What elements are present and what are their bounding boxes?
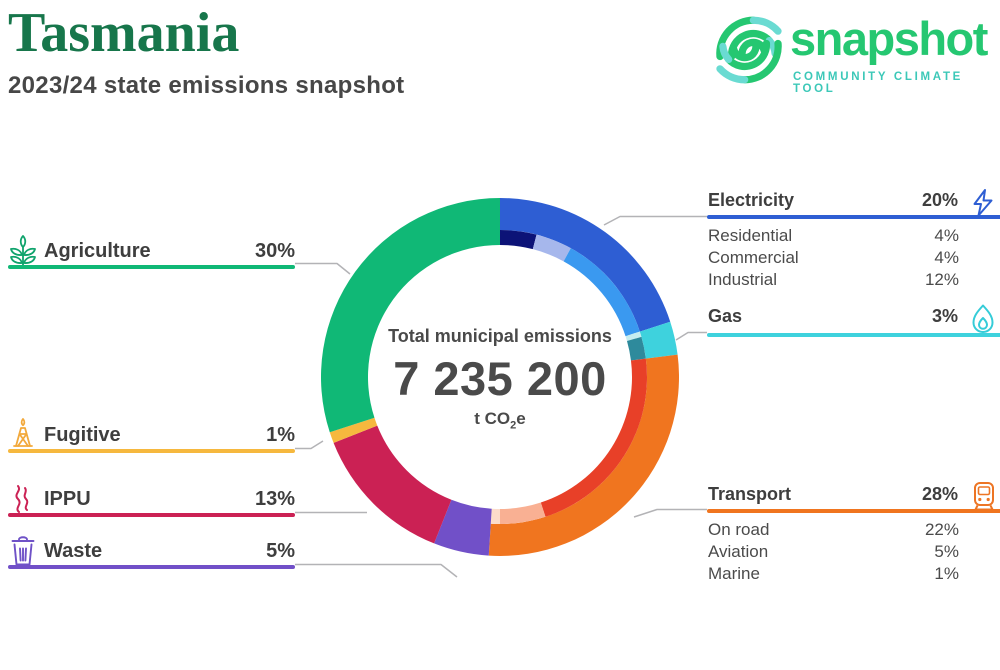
transport-train-icon [974,482,994,511]
category-underline [707,215,1000,219]
category-underline [707,509,1000,513]
donut-total-value: 7 235 200 [393,352,607,405]
agriculture-icon [10,235,36,268]
subcategory-row: Aviation 5% [708,542,959,561]
category-row-waste[interactable]: Waste 5% [8,536,295,569]
category-underline [8,265,295,269]
category-row-ippu[interactable]: IPPU 13% [8,485,295,517]
subcategory-row: Marine 1% [708,564,959,583]
donut-segment-transport[interactable] [488,354,680,557]
donut-segment-agriculture[interactable] [321,198,500,433]
subcategory-row: Commercial 4% [708,248,959,267]
leader-line-agriculture [295,262,351,275]
category-percent: 3% [931,306,958,326]
leader-line-electricity [603,215,707,226]
category-percent: 5% [266,540,295,562]
donut-segment-aviation[interactable] [500,502,546,524]
page-subtitle: 2023/24 state emissions snapshot [8,72,405,99]
gas-flame-icon [972,304,994,333]
category-label: Agriculture [44,240,151,262]
donut-center-text: Total municipal emissions 7 235 200 t CO… [350,326,650,431]
subcategory-row: On road 22% [708,520,959,539]
donut-segment-commercial[interactable] [532,234,571,262]
donut-unit: t CO2e [474,409,526,432]
subcategory-row: Industrial 12% [708,270,959,289]
donut-segment-fugitive[interactable] [329,417,378,443]
category-underline [8,449,295,453]
category-underline [707,333,1000,337]
category-percent: 28% [921,484,958,504]
category-percent: 1% [266,424,295,446]
category-label: Waste [44,540,103,562]
category-percent: 30% [254,240,295,262]
leader-line-fugitive [295,440,324,450]
leader-line-waste [295,563,458,578]
category-block-gas[interactable]: Gas 3% [707,304,1000,346]
donut-segment-marine[interactable] [490,508,500,524]
donut-center-label: Total municipal emissions [388,326,612,346]
category-label: Electricity [708,190,795,210]
category-underline [8,513,295,517]
donut-segment-residential[interactable] [500,230,537,250]
fugitive-flare-icon [13,418,33,447]
category-block-electricity[interactable]: Electricity 20% Residential 4% Commercia… [707,189,1000,300]
category-percent: 20% [921,190,958,210]
donut-segment-industrial[interactable] [563,248,640,337]
page-title: Tasmania [8,2,240,64]
category-underline [8,565,295,569]
donut-segment-gas-sub[interactable] [625,331,642,341]
category-label: IPPU [44,488,91,510]
snapshot-logo-icon [716,16,782,84]
snapshot-logo-tagline: COMMUNITY CLIMATE TOOL [793,71,964,95]
ippu-smoke-icon [15,485,29,513]
waste-bin-icon [11,536,35,566]
donut-segment-gas[interactable] [639,321,678,359]
leader-line-gas [675,331,707,341]
category-label: Gas [708,306,743,326]
category-label: Fugitive [44,424,121,446]
donut-segment-gas-sub[interactable] [626,336,646,361]
donut-segment-ippu[interactable] [333,425,452,544]
subcategory-row: Residential 4% [708,226,959,245]
category-row-fugitive[interactable]: Fugitive 1% [8,418,295,453]
donut-segment-electricity[interactable] [500,198,671,332]
category-block-transport[interactable]: Transport 28% On road 22% Aviation 5% Ma… [707,482,1000,594]
donut-segment-waste[interactable] [434,499,492,556]
category-label: Transport [708,484,792,504]
category-row-agriculture[interactable]: Agriculture 30% [8,235,295,269]
category-percent: 13% [254,488,295,510]
snapshot-logo-wordmark: snapshot [790,12,988,65]
donut-segment-on-road[interactable] [540,358,647,517]
leader-line-transport [633,508,707,518]
